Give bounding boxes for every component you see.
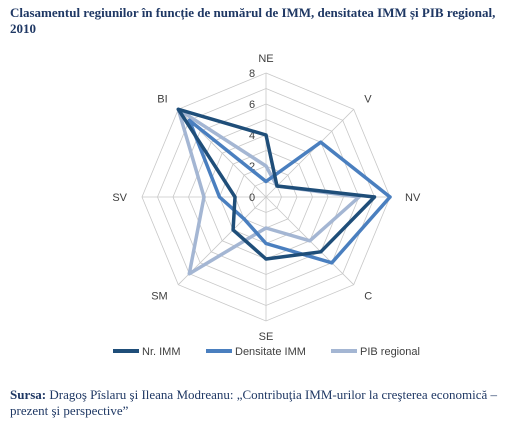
- data-point: [233, 195, 237, 199]
- tick-label: 4: [249, 130, 255, 142]
- data-point: [388, 195, 392, 199]
- data-point: [187, 272, 191, 276]
- data-point: [202, 195, 206, 199]
- data-point: [330, 261, 334, 265]
- axis-label-nv: NV: [405, 192, 421, 204]
- data-point: [242, 217, 246, 221]
- data-point: [308, 239, 312, 243]
- data-point: [275, 184, 279, 188]
- data-point: [264, 241, 268, 246]
- spoke-v: [265, 109, 354, 198]
- axis-label-ne: NE: [258, 53, 273, 65]
- legend: Nr. IMM Densitate IMM PIB regional: [113, 346, 420, 358]
- axis-labels: NE V NV C SE SM SV BI: [112, 53, 421, 343]
- data-point: [264, 179, 268, 184]
- data-point: [264, 133, 268, 137]
- tick-label: 8: [249, 68, 255, 80]
- tick-label: 6: [249, 99, 255, 111]
- data-point: [264, 257, 268, 261]
- axis-label-sm: SM: [151, 290, 168, 302]
- data-point: [176, 107, 180, 111]
- chart-title: Clasamentul regiunilor în funcție de num…: [10, 5, 496, 36]
- axis-label-c: C: [364, 290, 372, 302]
- series-line-densitate-imm: [187, 118, 392, 265]
- data-point: [187, 118, 191, 122]
- axis-label-se: SE: [259, 331, 274, 343]
- legend-label: Nr. IMM: [142, 346, 181, 358]
- axis-label-sv: SV: [112, 192, 127, 204]
- source-note: Sursa: Dragoş Pîslaru şi Ileana Modreanu…: [10, 387, 505, 419]
- radial-tick-labels: 0 2 4 6 8: [249, 68, 255, 204]
- source-text: Dragoş Pîslaru şi Ileana Modreanu: „Cont…: [10, 387, 498, 418]
- data-point: [264, 226, 268, 230]
- tick-label: 0: [249, 192, 255, 204]
- tick-label: 2: [249, 161, 255, 173]
- series-line-nr-imm: [176, 107, 377, 261]
- legend-label: PIB regional: [360, 346, 420, 358]
- data-series: [176, 107, 392, 276]
- source-label: Sursa:: [10, 387, 47, 402]
- data-point: [372, 195, 377, 199]
- data-point: [264, 164, 268, 168]
- data-point: [217, 195, 222, 199]
- legend-label: Densitate IMM: [235, 346, 306, 358]
- data-point: [319, 140, 323, 144]
- data-point: [319, 250, 323, 254]
- axis-label-v: V: [364, 94, 372, 106]
- data-point: [231, 228, 235, 232]
- axis-label-bi: BI: [157, 94, 167, 106]
